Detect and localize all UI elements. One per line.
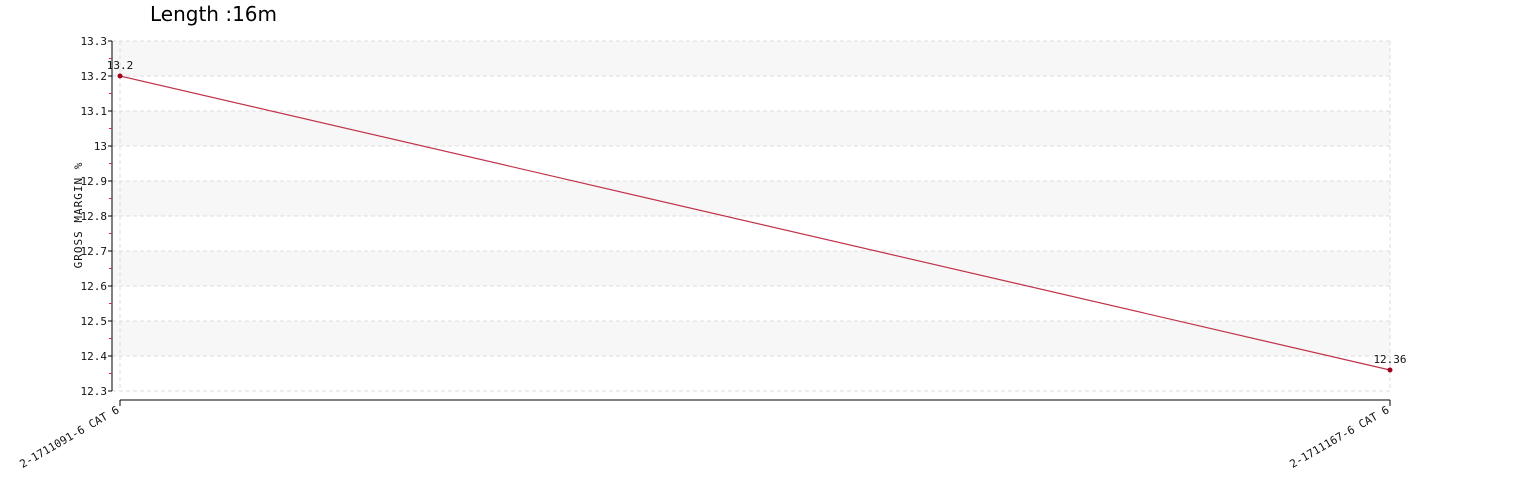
chart-title: Length :16m	[150, 2, 277, 26]
y-tick-label: 13.2	[81, 70, 108, 83]
series-line	[119, 75, 1391, 371]
gridlines	[112, 40, 1391, 392]
y-axis-title: GROSS MARGIN %	[72, 162, 85, 269]
y-tick-label: 13	[94, 140, 107, 153]
y-tick-label: 12.4	[81, 350, 108, 363]
y-tick-label: 12.9	[81, 175, 108, 188]
y-tick-label: 12.6	[81, 280, 108, 293]
series-group: 13.2 12.36	[107, 59, 1407, 373]
data-label: 12.36	[1373, 353, 1406, 366]
y-tick-label: 12.8	[81, 210, 108, 223]
x-tick-label: 2-1711167-6 CAT 6	[1287, 403, 1391, 471]
y-axis: 12.3 12.4 12.5 12.6 12.7 12.8 12.9 13 13.1 13.2 13…	[81, 35, 113, 398]
plot-band	[112, 111, 1390, 146]
plot-band	[112, 41, 1390, 76]
x-axis: 2-1711091-6 CAT 6 2-1711167-6 CAT 6	[17, 399, 1392, 471]
y-tick-label: 12.3	[81, 385, 108, 398]
data-point	[117, 73, 123, 79]
data-point	[1387, 367, 1393, 373]
y-tick-label: 13.1	[81, 105, 108, 118]
y-tick-label: 13.3	[81, 35, 108, 48]
plot-band	[112, 251, 1390, 286]
data-label: 13.2	[107, 59, 134, 72]
y-tick-label: 12.7	[81, 245, 108, 258]
plot-band	[112, 321, 1390, 356]
plot-bands	[112, 41, 1390, 356]
plot-band	[112, 181, 1390, 216]
y-tick-label: 12.5	[81, 315, 108, 328]
x-tick-label: 2-1711091-6 CAT 6	[17, 403, 121, 471]
